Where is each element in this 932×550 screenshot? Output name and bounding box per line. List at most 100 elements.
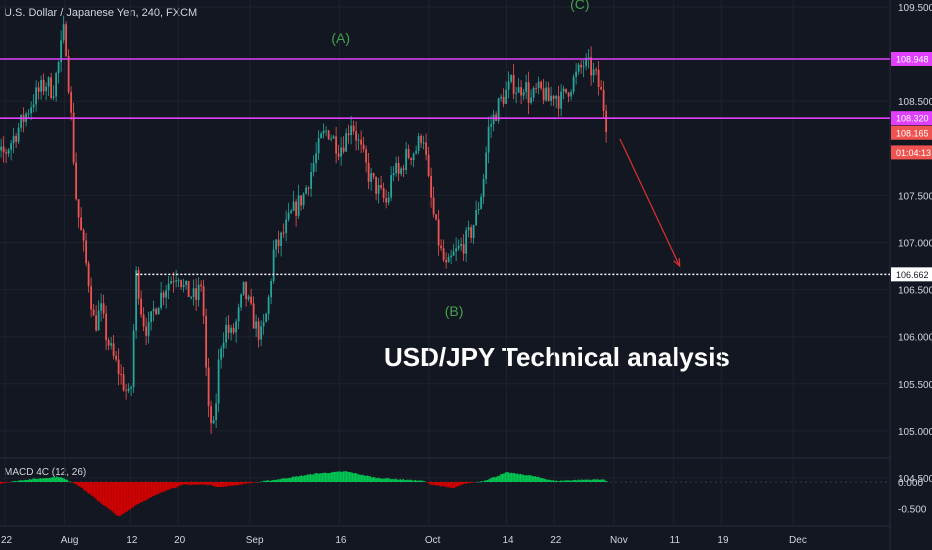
candle-body <box>185 280 188 286</box>
candle-body <box>562 88 565 92</box>
macd-bar <box>554 480 556 482</box>
candle-body <box>157 307 160 315</box>
macd-bar <box>318 473 321 482</box>
candle-body <box>72 112 75 163</box>
candle-body <box>570 91 573 97</box>
candle-body <box>335 136 338 154</box>
macd-bar <box>237 482 240 486</box>
candle-body <box>422 142 425 144</box>
candle-body <box>285 219 288 234</box>
macd-bar <box>108 482 111 510</box>
macd-bar <box>182 482 184 485</box>
macd-bar <box>446 482 448 488</box>
macd-bar <box>44 478 46 482</box>
macd-bar <box>467 482 469 484</box>
candle-body <box>465 230 468 254</box>
candle-body <box>555 96 558 99</box>
candle-body <box>307 187 310 189</box>
macd-bar <box>495 476 498 482</box>
macd-bar <box>83 482 85 491</box>
macd-bar <box>228 482 231 486</box>
macd-bar <box>117 482 120 516</box>
macd-bar <box>321 473 324 482</box>
macd-bar <box>279 479 282 482</box>
macd-bar <box>575 479 577 482</box>
level-price-tag <box>891 111 932 126</box>
candle-body <box>137 270 140 299</box>
candle-body <box>0 146 3 151</box>
macd-bar <box>320 473 322 482</box>
macd-bar <box>353 473 355 482</box>
macd-bar <box>102 482 105 506</box>
macd-bar <box>474 482 477 483</box>
macd-bar <box>404 480 406 482</box>
macd-bar <box>557 481 559 482</box>
candle-body <box>522 92 525 96</box>
macd-bar <box>555 480 558 482</box>
macd-bar <box>401 479 403 482</box>
projection-arrow[interactable] <box>619 138 681 267</box>
macd-bar <box>356 473 358 482</box>
macd-bar <box>551 480 553 482</box>
macd-bar <box>324 472 327 482</box>
macd-bar <box>465 482 468 484</box>
macd-bar <box>308 474 310 482</box>
candle-body <box>437 219 440 246</box>
macd-bar <box>257 481 259 483</box>
projection-arrow-head <box>673 258 681 268</box>
candle-body <box>442 248 445 261</box>
macd-bar <box>107 482 109 509</box>
candle-body <box>482 179 485 197</box>
candle-body <box>242 281 245 295</box>
macd-bar <box>144 482 147 501</box>
macd-bar <box>51 477 54 482</box>
candle-body <box>575 71 578 77</box>
macd-bar <box>330 472 333 482</box>
macd-bar <box>588 479 591 482</box>
chart-title: U.S. Dollar / Japanese Yen, 240, FXCM <box>4 7 197 19</box>
candle-body <box>245 281 248 300</box>
macd-bar <box>405 480 408 482</box>
candle-body <box>530 97 533 103</box>
candle-body <box>470 227 473 238</box>
macd-bar <box>21 480 24 482</box>
candle-body <box>97 310 100 331</box>
macd-bar <box>209 482 211 485</box>
macd-bar <box>222 482 225 488</box>
macd-title: MACD 4C (12, 26) <box>4 467 86 478</box>
candle-body <box>237 307 240 322</box>
macd-bar <box>311 474 313 482</box>
macd-bar <box>270 480 273 482</box>
macd-tick-label: 0.000 <box>898 478 923 489</box>
macd-bar <box>414 480 417 482</box>
candle-body <box>597 69 600 88</box>
macd-bar <box>576 480 579 482</box>
candle-body <box>265 313 268 322</box>
macd-bar <box>471 482 474 483</box>
macd-bar <box>219 482 222 488</box>
macd-bar <box>371 477 373 482</box>
macd-bar <box>384 478 387 482</box>
macd-bar <box>74 482 76 484</box>
macd-bar <box>255 482 258 483</box>
candle-body <box>590 57 593 76</box>
macd-bar <box>558 481 561 482</box>
macd-bar <box>455 482 457 488</box>
candle-body <box>487 126 490 153</box>
macd-bar <box>477 481 480 483</box>
candle-body <box>120 374 123 376</box>
macd-bar <box>198 482 201 485</box>
candle-body <box>225 324 228 343</box>
candle-body <box>312 163 315 173</box>
price-tick-label: 109.500 <box>898 3 932 14</box>
candle-body <box>110 343 113 346</box>
candle-body <box>317 138 320 154</box>
macd-bar <box>494 477 496 482</box>
candle-body <box>7 149 10 154</box>
candle-body <box>270 281 273 298</box>
candle-body <box>117 359 120 375</box>
time-tick-label: 22 <box>550 535 562 546</box>
time-tick-label: Oct <box>425 535 441 546</box>
candle-body <box>380 185 383 188</box>
